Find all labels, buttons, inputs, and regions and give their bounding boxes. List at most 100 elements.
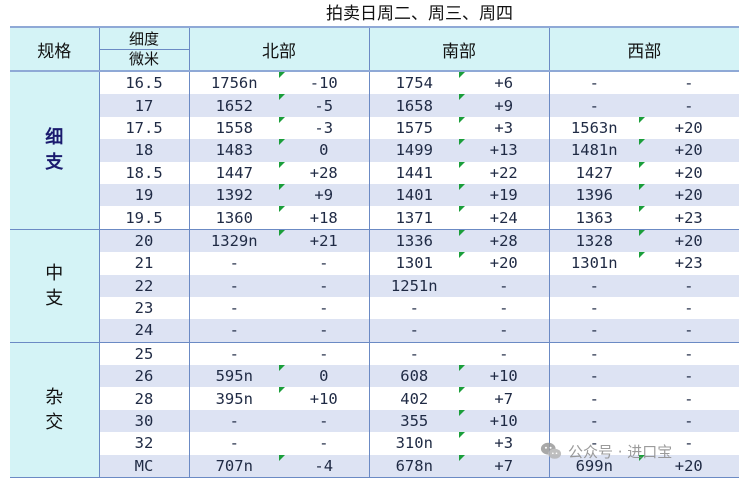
micron-cell: 19.5 bbox=[99, 206, 190, 230]
cell-value: - bbox=[409, 344, 419, 363]
price-cell: - bbox=[189, 319, 279, 343]
cell-value: - bbox=[229, 254, 239, 273]
change-cell: - bbox=[639, 274, 739, 297]
table-row: 19 1392 +9 1401 +19 1396 +20 bbox=[10, 183, 739, 207]
cell-value: - bbox=[229, 299, 239, 318]
wechat-icon bbox=[540, 442, 562, 459]
cell-value: - bbox=[229, 344, 239, 363]
cell-value: -3 bbox=[314, 118, 334, 137]
comment-marker-icon bbox=[459, 206, 465, 213]
cell-value: +13 bbox=[489, 141, 518, 160]
price-cell: - bbox=[189, 296, 279, 320]
cell-value: +6 bbox=[494, 74, 514, 93]
cell-value: 1401 bbox=[395, 186, 433, 205]
comment-marker-icon bbox=[639, 161, 645, 168]
comment-marker-icon bbox=[639, 206, 645, 213]
comment-marker-icon bbox=[639, 139, 645, 146]
table-row: 26 595n 0 608 +10 - - bbox=[10, 365, 739, 388]
change-cell: 0 bbox=[279, 365, 370, 388]
cell-value: 1301 bbox=[395, 254, 433, 273]
price-cell: - bbox=[189, 342, 279, 366]
micron-cell: 24 bbox=[99, 319, 190, 343]
change-cell: +21 bbox=[279, 229, 370, 253]
cell-value: 310n bbox=[395, 434, 433, 453]
cell-value: - bbox=[229, 434, 239, 453]
change-cell: +20 bbox=[459, 252, 550, 275]
cell-value: - bbox=[589, 344, 599, 363]
change-cell: - bbox=[639, 71, 739, 95]
cell-value: 1658 bbox=[395, 96, 433, 115]
comment-marker-icon bbox=[459, 432, 465, 439]
header-region-north: 北部 bbox=[189, 26, 370, 72]
cell-value: - bbox=[319, 254, 329, 273]
price-cell: - bbox=[549, 387, 639, 410]
cell-value: -10 bbox=[309, 74, 338, 93]
change-cell: - bbox=[459, 274, 550, 297]
comment-marker-icon bbox=[279, 454, 285, 461]
cell-value: +20 bbox=[674, 141, 703, 160]
price-table: 规格 细度 微米 北部 南部 西部 细支 16.5 1756n -10 1754 +6- -… bbox=[10, 26, 739, 479]
cell-value: - bbox=[319, 412, 329, 431]
price-cell: 1483 bbox=[189, 139, 279, 162]
group-label-char: 细 bbox=[45, 127, 64, 149]
table-row: 18 1483 0 1499 +13 1481n +20 bbox=[10, 139, 739, 162]
cell-value: - bbox=[319, 434, 329, 453]
price-cell: - bbox=[369, 342, 459, 366]
comment-marker-icon bbox=[459, 387, 465, 394]
price-cell: 1575 bbox=[369, 116, 459, 140]
cell-value: - bbox=[684, 321, 694, 340]
price-cell: 1371 bbox=[369, 206, 459, 230]
change-cell: - bbox=[639, 319, 739, 343]
cell-value: 1481n bbox=[570, 141, 618, 160]
change-cell: +9 bbox=[459, 94, 550, 117]
micron-cell: 23 bbox=[99, 296, 190, 320]
price-cell: - bbox=[189, 274, 279, 297]
table-row: 24 - - - - - - bbox=[10, 319, 739, 343]
cell-value: 595n bbox=[215, 367, 253, 386]
price-cell: 1652 bbox=[189, 94, 279, 117]
table-row: 杂交 25- - - - - - bbox=[10, 342, 739, 479]
change-cell: - bbox=[639, 342, 739, 366]
price-cell: - bbox=[549, 342, 639, 366]
cell-value: 1336 bbox=[395, 231, 433, 250]
comment-marker-icon bbox=[459, 365, 465, 372]
comment-marker-icon bbox=[279, 116, 285, 123]
cell-value: 1754 bbox=[395, 74, 433, 93]
cell-value: 1360 bbox=[215, 208, 253, 227]
cell-value: 0 bbox=[319, 141, 329, 160]
change-cell: - bbox=[639, 432, 739, 455]
cell-value: - bbox=[684, 344, 694, 363]
cell-value: 1371 bbox=[395, 208, 433, 227]
price-cell: 1563n bbox=[549, 116, 639, 140]
price-cell: 1360 bbox=[189, 206, 279, 230]
cell-value: 699n bbox=[575, 456, 613, 475]
cell-value: - bbox=[589, 321, 599, 340]
change-cell: - bbox=[639, 365, 739, 388]
table-row: 细支 16.5 1756n -10 1754 +6- - bbox=[10, 71, 739, 230]
price-cell: 1401 bbox=[369, 183, 459, 207]
comment-marker-icon bbox=[279, 94, 285, 101]
change-cell: - bbox=[279, 409, 370, 433]
micron-cell: 28 bbox=[99, 387, 190, 410]
price-cell: 1301 bbox=[369, 252, 459, 275]
change-cell: +7 bbox=[459, 387, 550, 410]
cell-value: +22 bbox=[489, 163, 518, 182]
cell-value: +23 bbox=[674, 254, 703, 273]
cell-value: +21 bbox=[309, 231, 338, 250]
comment-marker-icon bbox=[459, 454, 465, 461]
price-cell: - bbox=[549, 409, 639, 433]
cell-value: 355 bbox=[400, 412, 429, 431]
change-cell: +18 bbox=[279, 206, 370, 230]
micron-cell: 22 bbox=[99, 274, 190, 297]
change-cell: +20 bbox=[639, 161, 739, 184]
change-cell: -3 bbox=[279, 116, 370, 140]
micron-cell: 26 bbox=[99, 365, 190, 388]
cell-value: +7 bbox=[494, 456, 514, 475]
comment-marker-icon bbox=[639, 229, 645, 236]
comment-marker-icon bbox=[279, 229, 285, 236]
price-cell: - bbox=[369, 319, 459, 343]
comment-marker-icon bbox=[279, 387, 285, 394]
price-cell: 1363 bbox=[549, 206, 639, 230]
watermark: 公众号 · 进口宝 bbox=[540, 440, 672, 462]
cell-value: - bbox=[684, 412, 694, 431]
